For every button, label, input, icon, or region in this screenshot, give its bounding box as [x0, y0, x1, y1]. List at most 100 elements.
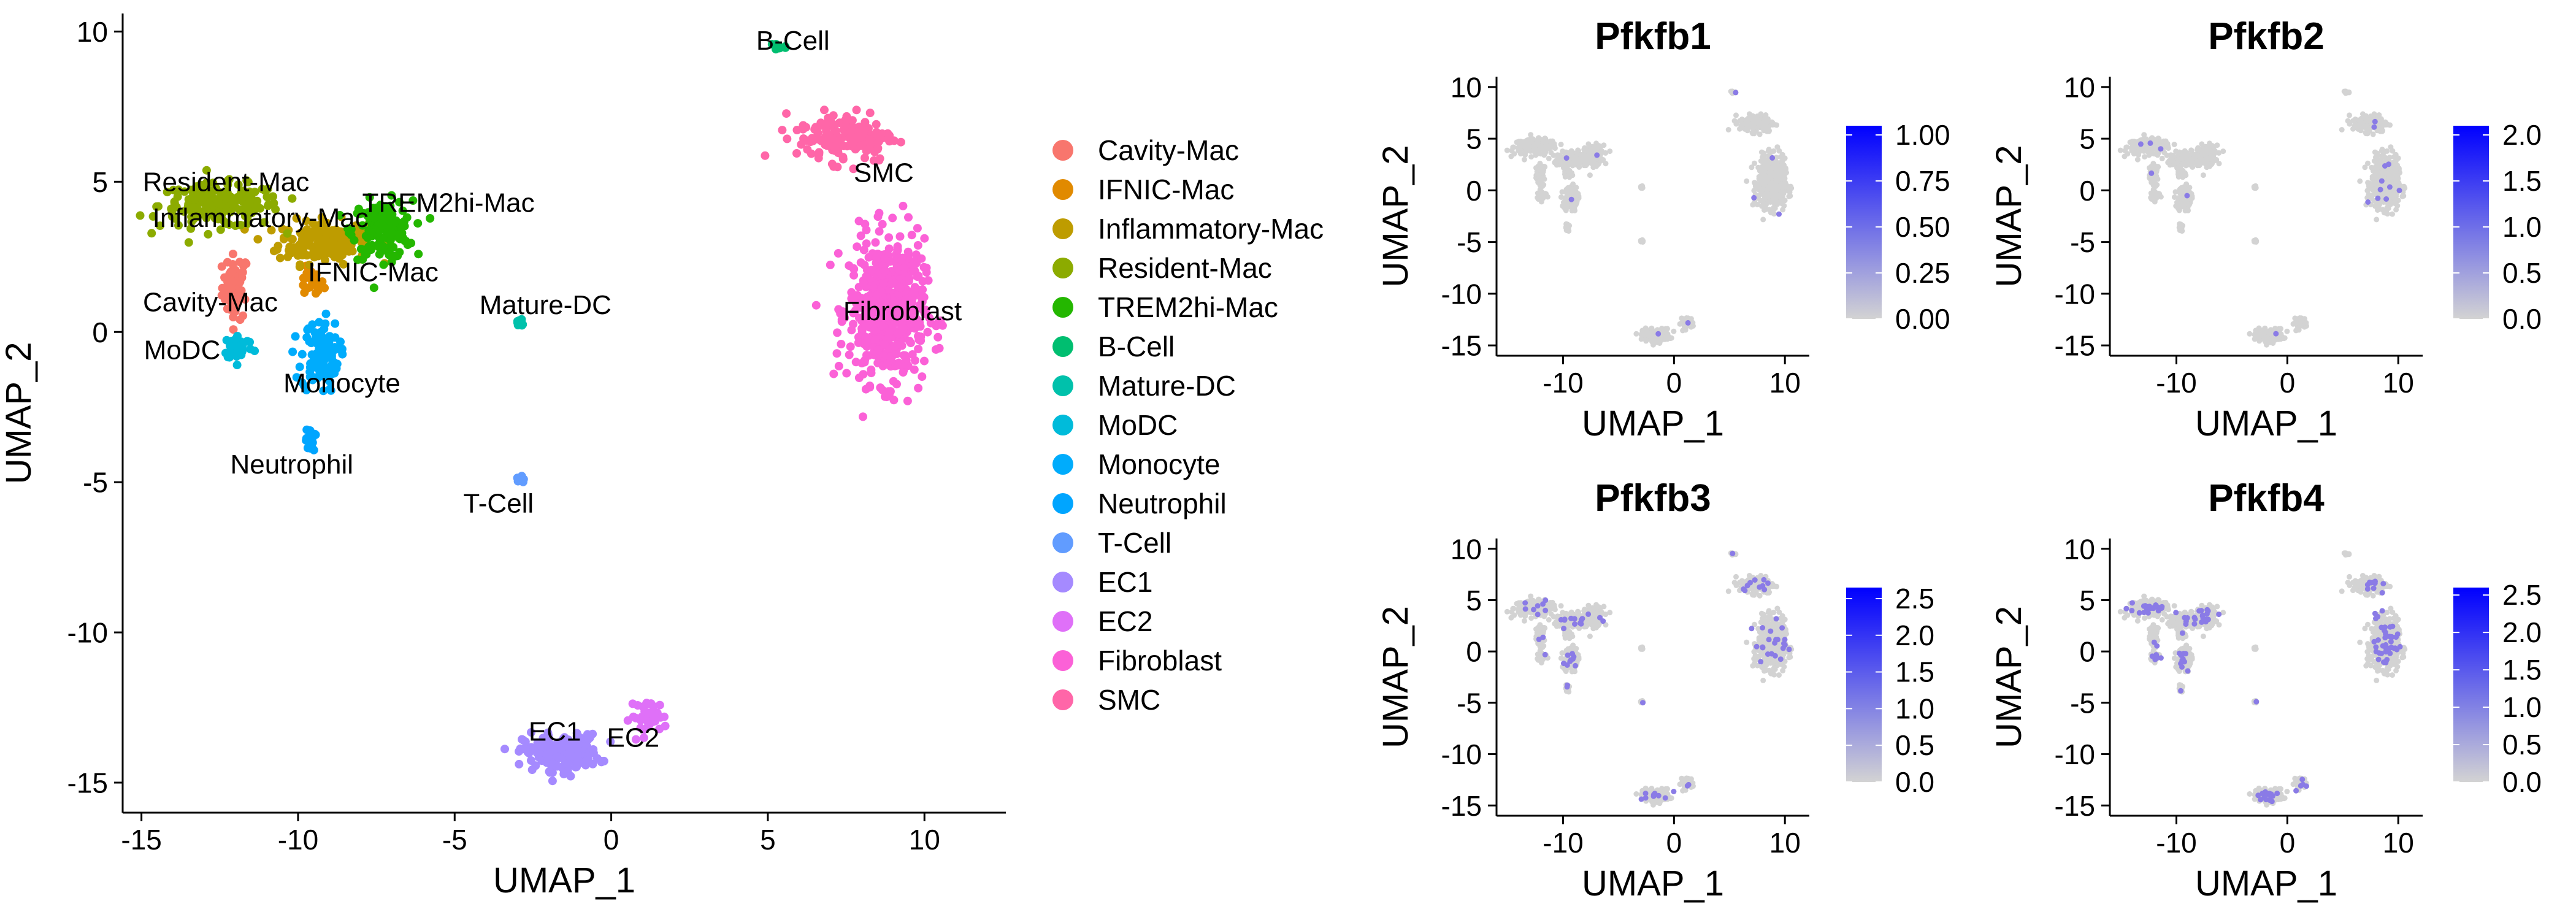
y-tick-label: 10 — [77, 16, 108, 48]
point-fibroblast — [859, 412, 867, 421]
point-cavity-mac — [236, 277, 245, 286]
feature-point — [1770, 171, 1776, 177]
x-tick-label: 0 — [604, 824, 619, 856]
point-fibroblast — [913, 224, 922, 233]
point-inflammatory-mac — [299, 247, 308, 256]
point-smc — [792, 149, 801, 158]
feature-point — [2200, 172, 2206, 178]
feature-point — [2388, 144, 2394, 150]
point-trem2hi-mac — [413, 219, 423, 228]
feature-point — [1671, 328, 1677, 334]
point-fibroblast — [878, 220, 887, 229]
point-fibroblast — [920, 356, 929, 366]
y-tick-label: 10 — [2064, 71, 2095, 103]
feature-point — [1744, 126, 1750, 132]
point-ec2 — [649, 702, 658, 711]
x-tick-label: 0 — [2280, 367, 2296, 399]
y-axis-label: UMAP_2 — [0, 342, 39, 484]
feature-point — [1536, 167, 1543, 173]
feature-point — [1570, 172, 1576, 178]
point-smc — [792, 126, 802, 134]
point-fibroblast — [924, 276, 933, 285]
feature-point — [2146, 147, 2152, 152]
legend-label: IFNIC-Mac — [1098, 174, 1234, 205]
point-monocyte — [307, 359, 316, 369]
point-fibroblast — [918, 285, 927, 294]
feature-plot-title: Pfkfb2 — [2208, 15, 2324, 58]
x-tick-label: 10 — [1769, 367, 1801, 399]
point-fibroblast — [880, 340, 889, 349]
point-resident-mac — [231, 221, 240, 231]
feature-point — [1558, 194, 1564, 200]
point-modc — [233, 332, 242, 340]
feature-point — [1757, 131, 1763, 137]
feature-point — [2183, 186, 2188, 193]
point-monocyte — [331, 319, 340, 328]
feature-point — [1639, 237, 1646, 243]
point-fibroblast — [899, 201, 908, 210]
feature-point — [1548, 139, 1554, 145]
legend-label: Resident-Mac — [1098, 252, 1272, 284]
cluster-label: Monocyte — [283, 369, 401, 399]
feature-point — [1633, 331, 1639, 337]
point-smc — [858, 124, 867, 133]
point-trem2hi-mac — [386, 242, 395, 251]
feature-point — [2299, 316, 2306, 322]
feature-point — [1542, 148, 1548, 154]
cluster-label: Cavity-Mac — [143, 287, 278, 317]
feature-point — [1750, 131, 1756, 137]
point-fibroblast — [918, 372, 927, 381]
feature-point — [1601, 142, 1607, 148]
point-smc — [865, 135, 874, 144]
x-tick-label: -15 — [121, 824, 161, 856]
point-trem2hi-mac — [388, 228, 396, 237]
feature-point — [2253, 237, 2259, 243]
y-tick-label: -10 — [67, 617, 108, 649]
point-ec1 — [515, 759, 524, 769]
cluster-label: IFNIC-Mac — [308, 257, 439, 287]
feature-point — [1756, 193, 1761, 199]
point-smc — [802, 136, 811, 145]
feature-point — [1761, 180, 1768, 186]
point-fibroblast — [903, 396, 912, 405]
feature-point — [1765, 161, 1771, 167]
point-inflammatory-mac — [343, 240, 353, 249]
point-ec1 — [548, 776, 557, 786]
point-fibroblast — [829, 369, 838, 378]
feature-point — [2256, 325, 2262, 331]
point-monocyte — [288, 347, 297, 356]
point-fibroblast — [811, 301, 821, 310]
feature-point — [1756, 176, 1762, 182]
feature-point — [1744, 121, 1750, 127]
point-monocyte — [312, 349, 321, 358]
point-cavity-mac — [228, 250, 237, 259]
feature-point — [1725, 127, 1731, 132]
x-axis-label: UMAP_1 — [2195, 404, 2337, 443]
y-tick-label: 0 — [92, 316, 108, 348]
point-smc — [824, 137, 833, 147]
colorbar-tick-label: 0.25 — [1895, 257, 1950, 289]
feature-point — [1758, 197, 1764, 204]
x-tick-label: 0 — [1666, 367, 1682, 399]
point-resident-mac — [269, 199, 278, 208]
y-tick-label: 0 — [2079, 175, 2095, 207]
point-fibroblast — [826, 260, 835, 269]
feature-point — [2169, 153, 2175, 159]
feature-point — [1750, 118, 1757, 125]
legend-key — [1052, 258, 1073, 278]
expressed-point — [1769, 155, 1776, 161]
point-smc — [832, 127, 841, 136]
feature-point — [2269, 336, 2275, 342]
colorbar-tick-label: 1.00 — [1895, 119, 1950, 151]
feature-point — [1774, 144, 1781, 150]
point-fibroblast — [893, 245, 902, 255]
feature-point — [1521, 156, 1527, 163]
point-fibroblast — [895, 232, 905, 241]
legend-label: T-Cell — [1098, 527, 1171, 559]
feature-point — [2177, 186, 2183, 192]
point-inflammatory-mac — [326, 248, 335, 257]
y-tick-label: -10 — [2055, 278, 2095, 310]
legend-key — [1052, 689, 1073, 710]
feature-point — [2374, 217, 2380, 223]
y-tick-label: -15 — [1441, 330, 1482, 362]
